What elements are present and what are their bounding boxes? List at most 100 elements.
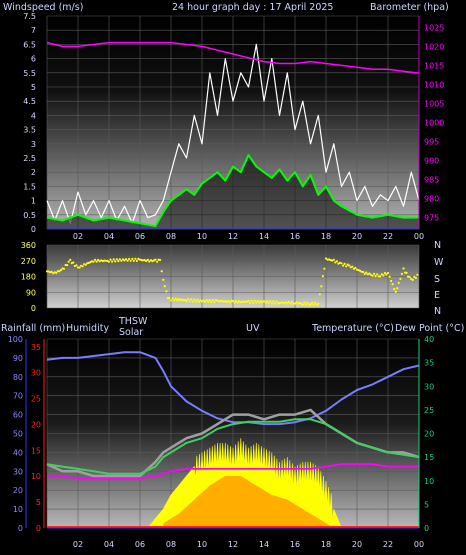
direction-point xyxy=(413,275,416,278)
direction-point xyxy=(295,301,298,304)
direction-point xyxy=(373,272,376,275)
time-tick-label: 16 xyxy=(290,540,300,549)
direction-point xyxy=(185,300,188,303)
direction-point xyxy=(219,300,222,303)
windspeed-tick-label: 3 xyxy=(31,140,36,149)
direction-point xyxy=(393,287,396,291)
time-tick-label: 06 xyxy=(135,232,145,241)
time-tick-label: 12 xyxy=(228,232,238,241)
direction-point xyxy=(411,278,414,281)
time-tick-label: 06 xyxy=(135,540,145,549)
windspeed-tick-label: 7 xyxy=(31,26,36,35)
direction-point xyxy=(259,300,262,303)
direction-point xyxy=(304,303,307,306)
direction-point xyxy=(253,299,256,302)
direction-point xyxy=(64,263,67,267)
direction-point xyxy=(354,266,357,269)
direction-point xyxy=(168,296,171,299)
solar-label: Solar xyxy=(119,327,143,338)
direction-point xyxy=(320,285,323,288)
direction-point xyxy=(109,258,112,261)
direction-point xyxy=(97,258,100,262)
humidity-tick-label: 30 xyxy=(13,467,23,476)
direction-point xyxy=(363,272,366,275)
direction-point xyxy=(162,278,165,281)
direction-point xyxy=(117,260,120,263)
temperature-tick-label: 25 xyxy=(424,406,434,415)
windspeed-tick-label: 3.5 xyxy=(23,126,36,135)
direction-point xyxy=(59,268,63,272)
direction-point xyxy=(342,264,345,267)
direction-point xyxy=(186,298,190,301)
direction-point xyxy=(275,300,278,303)
direction-point xyxy=(250,299,253,302)
barometer-tick-label: 1005 xyxy=(424,99,444,108)
rainfall-tick-label: 20 xyxy=(31,420,41,429)
direction-point xyxy=(227,299,230,303)
direction-point xyxy=(272,300,275,303)
direction-point xyxy=(208,299,211,302)
time-tick-label: 08 xyxy=(166,232,176,241)
humidity-axis-title: Humidity xyxy=(66,323,109,334)
direction-tick-label: 360 xyxy=(21,241,36,250)
direction-point xyxy=(300,302,303,305)
temperature-tick-label: 30 xyxy=(424,382,434,391)
temperature-tick-label: 5 xyxy=(424,500,429,509)
direction-point xyxy=(52,272,55,275)
direction-point xyxy=(293,302,297,305)
direction-point xyxy=(148,260,151,263)
direction-point xyxy=(169,299,173,302)
direction-point xyxy=(405,271,408,274)
humidity-tick-label: 60 xyxy=(13,411,23,420)
direction-point xyxy=(311,301,314,304)
direction-point xyxy=(160,270,163,273)
windspeed-tick-label: 2 xyxy=(31,168,36,177)
direction-point xyxy=(163,285,166,288)
direction-point xyxy=(131,257,134,260)
humidity-tick-label: 40 xyxy=(13,448,23,457)
time-tick-label: 12 xyxy=(228,540,238,549)
humidity-tick-label: 50 xyxy=(13,430,23,439)
time-tick-label: 18 xyxy=(321,540,331,549)
direction-point xyxy=(391,283,394,286)
direction-point xyxy=(111,260,114,263)
direction-point xyxy=(321,275,324,278)
direction-point xyxy=(156,260,159,263)
humidity-tick-label: 10 xyxy=(13,505,23,514)
time-tick-label: 04 xyxy=(104,232,114,241)
direction-point xyxy=(132,259,135,262)
direction-point xyxy=(284,301,287,304)
direction-point xyxy=(261,301,264,304)
direction-tick-label: 0 xyxy=(31,304,36,313)
time-tick-label: 00 xyxy=(414,540,424,549)
direction-point xyxy=(360,270,363,273)
direction-tick-label: 180 xyxy=(21,273,36,282)
direction-point xyxy=(332,258,335,261)
direction-point xyxy=(213,300,216,304)
direction-point xyxy=(191,300,194,303)
direction-point xyxy=(207,300,210,303)
compass-n-top: N xyxy=(434,240,441,251)
direction-point xyxy=(383,272,386,275)
direction-point xyxy=(396,287,399,290)
humidity-tick-label: 80 xyxy=(13,373,23,382)
direction-point xyxy=(343,262,346,265)
barometer-tick-label: 985 xyxy=(424,176,439,185)
direction-point xyxy=(194,300,197,303)
direction-point xyxy=(50,270,53,273)
barometer-tick-label: 975 xyxy=(424,214,439,223)
direction-point xyxy=(103,259,106,262)
direction-point xyxy=(67,260,70,263)
direction-point xyxy=(231,299,235,303)
wind-gust-line xyxy=(46,43,420,224)
direction-point xyxy=(273,302,276,305)
direction-point xyxy=(416,273,419,276)
barometer-line xyxy=(46,41,420,74)
temperature-axis-title: Temperature (°C) xyxy=(311,323,394,334)
humidity-tick-label: 90 xyxy=(13,354,23,363)
direction-point xyxy=(200,300,204,303)
barometer-tick-label: 995 xyxy=(424,138,439,147)
direction-point xyxy=(267,302,270,305)
direction-point xyxy=(323,267,326,270)
humidity-tick-label: 0 xyxy=(18,524,23,533)
